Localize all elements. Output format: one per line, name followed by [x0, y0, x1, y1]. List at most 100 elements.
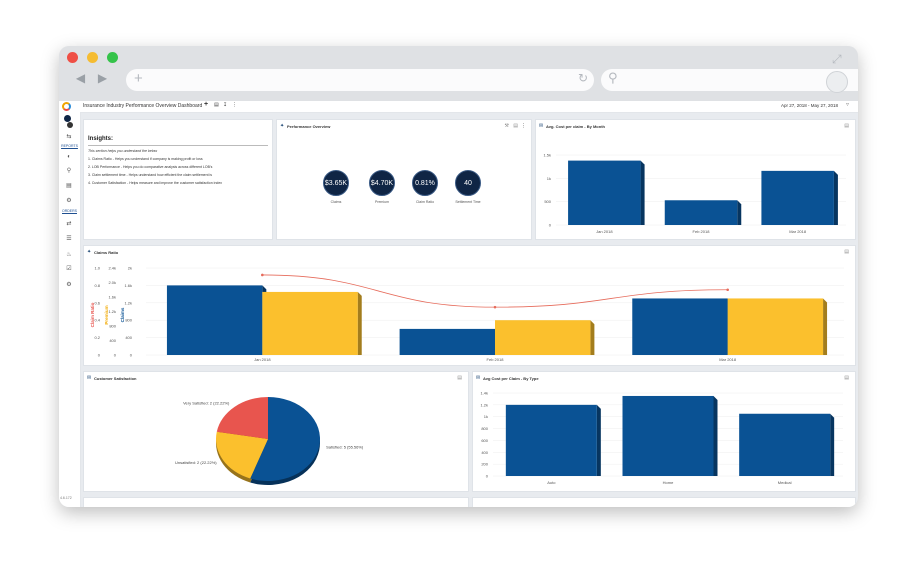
bell-icon[interactable]: ♨ — [66, 252, 72, 258]
kpi-claims-circle: $3.65K — [323, 170, 349, 196]
settings-gear-icon[interactable] — [67, 122, 73, 128]
mail-icon: ✉ — [87, 375, 92, 381]
panel-title: Customer Satisfaction — [94, 376, 137, 381]
avg-cost-type-chart: 0 200 400 600 800 1k 1.2k 1.4k Auto Home Medical — [480, 391, 843, 485]
y-tick-label: 800 — [481, 426, 488, 431]
y-tick-label: 600 — [481, 438, 488, 443]
share-icon[interactable]: ⇆ — [66, 134, 72, 140]
bar-side — [640, 160, 645, 225]
y-tick-label: 0 — [486, 474, 489, 479]
panel-title: Performance Overview — [287, 124, 331, 129]
bar-side — [833, 170, 838, 225]
calendar-icon[interactable]: ▤ — [844, 375, 849, 381]
cog-icon[interactable]: ⚙ — [66, 282, 72, 288]
user-avatar[interactable] — [64, 115, 71, 122]
close-window-dot[interactable] — [67, 52, 78, 63]
y-tick-label: 2.0k — [108, 280, 116, 285]
x-tick-label: Medical — [778, 480, 792, 485]
search-bar[interactable]: ⚲ — [601, 69, 858, 91]
insight-item: 2. LOB Performance - Helps you do compar… — [88, 165, 213, 169]
y-tick-label: 800 — [109, 324, 116, 329]
y-axis-label-right: Claims — [120, 307, 125, 322]
add-icon[interactable]: + — [204, 101, 209, 108]
search-icon: ⚲ — [608, 70, 618, 85]
y-tick-label: 0.6 — [94, 300, 100, 305]
app-logo — [62, 102, 71, 111]
filter-icon[interactable]: ▿ — [846, 102, 850, 108]
transfer-icon[interactable]: ⇄ — [66, 221, 72, 227]
sidebar-reports-link[interactable]: REPORTS — [61, 144, 78, 148]
claim-ratio-point — [493, 305, 497, 309]
dashboard-title: Insurance Industry Performance Overview … — [83, 103, 203, 109]
calendar-icon[interactable]: ▤ — [513, 123, 518, 129]
x-tick-label: Mar 2018 — [719, 357, 737, 362]
bar-premium — [495, 320, 591, 355]
minimize-window-dot[interactable] — [87, 52, 98, 63]
maximize-window-dot[interactable] — [107, 52, 118, 63]
customer-satisfaction-chart: Satisfied: 5 (55.56%) Unsatisfied: 2 (22.… — [175, 397, 364, 485]
gear-icon[interactable]: ⚙ — [66, 198, 72, 204]
report-icon[interactable]: ▤ — [66, 183, 72, 189]
customer-satisfaction-panel: ✉ Customer Satisfaction ▤ Satisfied: 5 (… — [83, 371, 469, 492]
insights-intro: This section helps you understand the be… — [88, 149, 158, 153]
y-tick-label: 1.0 — [94, 266, 100, 271]
gauge-icon[interactable]: ◐ — [67, 154, 71, 160]
profile-button[interactable] — [826, 71, 848, 93]
forward-arrow-icon[interactable]: ▶ — [97, 71, 108, 85]
calendar-icon[interactable]: ▤ — [844, 249, 849, 255]
list-icon[interactable]: ☰ — [66, 236, 72, 242]
download-icon[interactable]: ↧ — [223, 102, 228, 108]
address-bar[interactable]: + ↻ — [126, 69, 594, 91]
back-arrow-icon[interactable]: ◀ — [75, 71, 86, 85]
bar-claims — [632, 298, 728, 355]
y-tick-label: 2.4k — [108, 266, 116, 271]
y-tick-label: 500 — [544, 199, 551, 204]
calendar-icon[interactable]: ▤ — [457, 375, 462, 381]
bar-premium-side — [357, 291, 362, 355]
y-tick-label: 2k — [128, 266, 132, 271]
document-icon[interactable]: ▤ — [214, 102, 219, 108]
more-options-icon[interactable]: ⋮ — [521, 123, 526, 129]
y-tick-label: 0.2 — [94, 335, 100, 340]
bar-side — [830, 413, 835, 476]
settings-wrench-icon[interactable]: ⚒ — [504, 123, 509, 129]
bar-premium-side — [823, 298, 828, 355]
resize-icon[interactable]: ⤢ — [832, 52, 842, 66]
search-icon[interactable]: ⚲ — [66, 168, 72, 174]
new-tab-plus-icon[interactable]: + — [134, 70, 143, 87]
y-tick-label: 0 — [114, 353, 117, 358]
pie-slice-label: Satisfied: 5 (55.56%) — [326, 445, 364, 450]
bar — [622, 395, 714, 476]
claim-ratio-point — [261, 273, 264, 277]
y-tick-label: 0 — [98, 353, 101, 358]
sidebar-orders-link[interactable]: ORDERS — [62, 209, 77, 213]
claims-ratio-panel: ✦ Claims Ratio ▤ 0 0.2 0.4 0.6 0.8 1.0 0 400 800… — [83, 245, 856, 366]
checklist-icon[interactable]: ☑ — [66, 266, 72, 272]
y-tick-label: 400 — [109, 338, 116, 343]
more-options-icon[interactable]: ⋮ — [232, 102, 237, 108]
y-tick-label: 1.2k — [480, 402, 488, 407]
kpi-settlement-time-label: Settlement Time — [455, 200, 481, 204]
y-tick-label: 1.6k — [124, 283, 132, 288]
pin-icon: ✦ — [280, 123, 285, 129]
insights-heading: Insights: — [88, 136, 113, 142]
avg-cost-type-panel: ✉ Avg Cost per Claim - By Type ▤ 0 200 400… — [472, 371, 856, 492]
x-tick-label: Home — [663, 480, 674, 485]
dashboard-header: Insurance Industry Performance Overview … — [59, 101, 858, 113]
bar-side — [713, 395, 718, 476]
browser-window: ◀ ▶ + ↻ ⚲ ⤢ Insurance Industry Performan… — [59, 46, 858, 507]
x-tick-label: Mar 2018 — [789, 229, 807, 234]
insights-panel: Insights: This section helps you underst… — [83, 119, 273, 240]
bar-claims — [399, 328, 495, 355]
reload-icon[interactable]: ↻ — [577, 71, 588, 85]
pie-slice — [216, 431, 268, 479]
pie-slice — [250, 397, 321, 481]
y-tick-label: 800 — [125, 318, 132, 323]
y-tick-label: 1.6k — [108, 295, 116, 300]
calendar-icon[interactable]: ▤ — [844, 123, 849, 129]
date-range[interactable]: Apr 27, 2018 - May 27, 2018 — [781, 103, 839, 108]
bar-side — [737, 200, 742, 225]
y-tick-label: 1.5k — [543, 153, 551, 158]
kpi-premium-label: Premium — [374, 200, 389, 204]
insight-item: 1. Claims Ratio - Helps you understand i… — [88, 157, 203, 161]
